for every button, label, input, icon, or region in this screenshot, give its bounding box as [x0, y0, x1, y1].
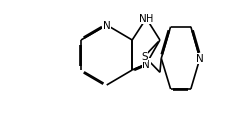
Text: N: N: [142, 60, 150, 69]
Text: N: N: [139, 14, 146, 24]
Text: S: S: [141, 52, 148, 62]
Text: N: N: [196, 54, 204, 64]
Text: H: H: [146, 14, 154, 24]
Text: N: N: [103, 21, 111, 31]
